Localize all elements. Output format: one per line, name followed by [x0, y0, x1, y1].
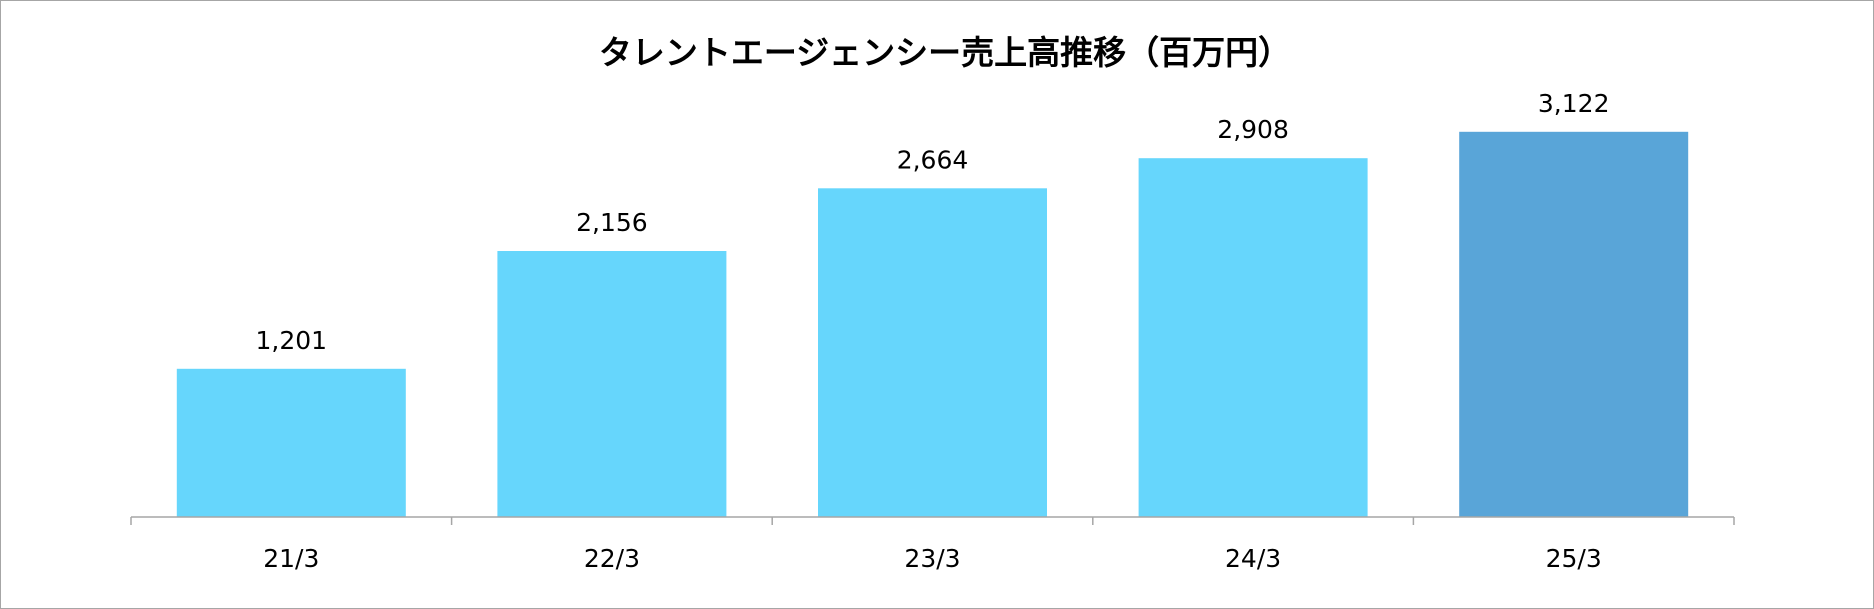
x-tick-label-22-3: 22/3: [584, 544, 640, 573]
data-label-23-3: 2,664: [897, 145, 969, 174]
data-label-25-3: 3,122: [1538, 89, 1610, 118]
bars-layer: [176, 131, 1689, 518]
chart-title: タレントエージェンシー売上高推移（百万円）: [599, 33, 1291, 72]
data-label-24-3: 2,908: [1217, 115, 1289, 144]
x-tick-labels: 21/3 22/3 23/3 24/3 25/3: [263, 544, 1602, 573]
x-tick-label-23-3: 23/3: [904, 544, 960, 573]
bar-22-3: [497, 251, 727, 517]
data-labels-layer: 1,201 2,156 2,664 2,908 3,122: [256, 89, 1610, 355]
x-tick-label-25-3: 25/3: [1546, 544, 1602, 573]
data-label-22-3: 2,156: [576, 208, 648, 237]
bar-25-3: [1459, 131, 1689, 518]
x-axis: [130, 516, 1735, 525]
x-tick-label-21-3: 21/3: [263, 544, 319, 573]
x-tick-label-24-3: 24/3: [1225, 544, 1281, 573]
bar-24-3: [1138, 158, 1368, 517]
bar-21-3: [176, 368, 406, 517]
data-label-21-3: 1,201: [256, 326, 328, 355]
bar-23-3: [818, 188, 1047, 518]
